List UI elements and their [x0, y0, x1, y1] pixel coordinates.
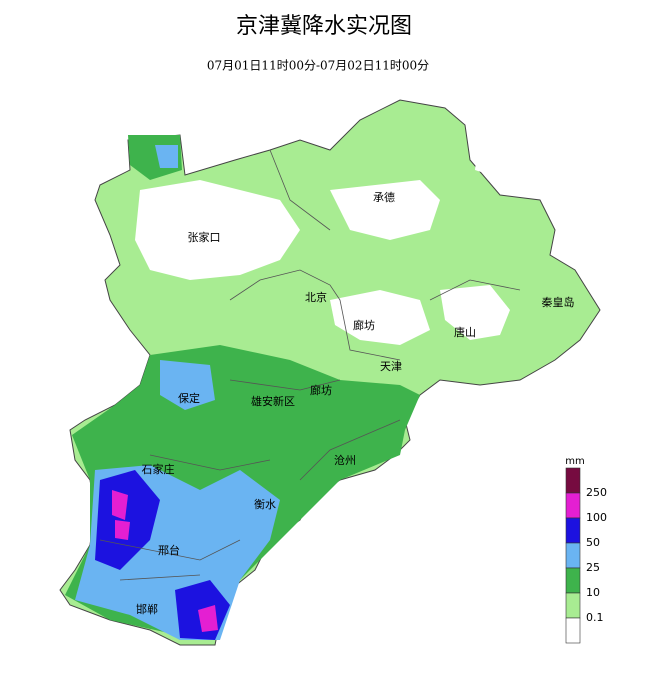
legend-label: 250: [586, 486, 607, 499]
city-label: 廊坊: [310, 383, 332, 397]
legend-swatch: [565, 567, 581, 594]
legend-label: 0.1: [586, 611, 604, 624]
city-labels: 承德 张家口 北京 廊坊 唐山 秦皇岛 天津 保定 雄安新区 廊坊 沧州 石家庄…: [136, 190, 575, 616]
city-label: 承德: [373, 190, 395, 204]
city-label: 秦皇岛: [542, 295, 575, 309]
title: 京津冀降水实况图: [236, 14, 412, 39]
city-label: 邯郸: [136, 602, 158, 616]
city-label: 廊坊: [353, 318, 375, 332]
legend-label: 10: [586, 586, 600, 599]
legend-label: 25: [586, 561, 600, 574]
city-label: 保定: [178, 391, 200, 405]
subtitle: 07月01日11时00分-07月02日11时00分: [207, 59, 429, 73]
legend-label: 50: [586, 536, 600, 549]
city-label: 衡水: [254, 498, 276, 511]
city-label: 唐山: [454, 325, 476, 339]
city-label: 邢台: [158, 543, 180, 557]
legend-swatch: [565, 617, 581, 644]
legend-label: 100: [586, 511, 607, 524]
legend-swatch: [565, 517, 581, 544]
map: [59, 99, 601, 646]
city-label: 张家口: [188, 230, 221, 244]
legend-swatch: [565, 592, 581, 619]
legend: 250 100 50 25 10 0.1: [565, 467, 607, 644]
city-label: 沧州: [334, 453, 356, 467]
city-label: 雄安新区: [251, 394, 295, 408]
city-label: 天津: [380, 360, 402, 373]
legend-swatch: [565, 542, 581, 569]
legend-swatch: [565, 492, 581, 519]
city-label: 北京: [305, 290, 327, 304]
city-label: 石家庄: [142, 462, 175, 476]
legend-swatch: [565, 467, 581, 494]
legend-unit: mm: [565, 456, 584, 467]
